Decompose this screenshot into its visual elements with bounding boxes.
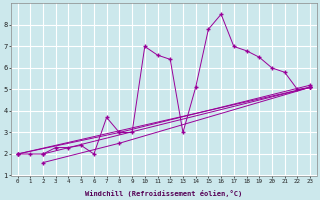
X-axis label: Windchill (Refroidissement éolien,°C): Windchill (Refroidissement éolien,°C) [85,190,243,197]
